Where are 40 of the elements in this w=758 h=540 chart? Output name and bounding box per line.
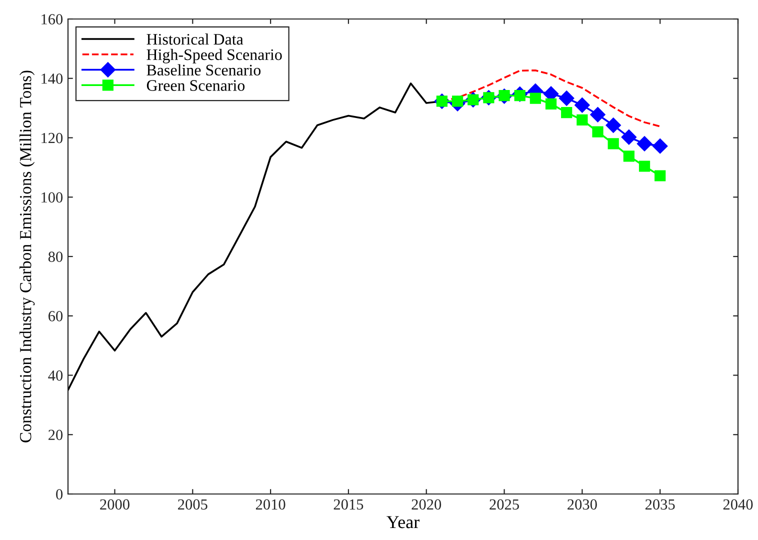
point xyxy=(623,150,634,162)
y-tick-label: 20 xyxy=(48,430,63,440)
point xyxy=(590,107,606,122)
point xyxy=(621,130,636,145)
point xyxy=(654,170,666,182)
point xyxy=(592,126,604,138)
legend-label: Green Scenario xyxy=(146,80,245,91)
legend-label: Historical Data xyxy=(146,33,244,45)
x-tick-label: 2020 xyxy=(412,499,442,510)
x-tick-label: 2000 xyxy=(100,499,130,510)
y-tick-label: 80 xyxy=(48,252,63,262)
x-tick-label: 2025 xyxy=(490,499,519,510)
point xyxy=(545,98,557,110)
y-tick-label: 40 xyxy=(48,370,63,381)
point xyxy=(638,160,650,172)
point xyxy=(652,138,668,154)
x-tick-label: 2035 xyxy=(645,499,675,510)
x-tick-label: 2040 xyxy=(723,499,753,510)
y-tick-label: 0 xyxy=(56,489,63,500)
y-tick-label: 60 xyxy=(48,311,63,322)
point xyxy=(576,114,588,126)
x-tick-label: 2015 xyxy=(334,499,364,510)
point xyxy=(636,136,652,152)
legend-label: Baseline Scenario xyxy=(146,64,261,76)
point xyxy=(608,138,619,150)
y-tick-label: 140 xyxy=(42,74,63,84)
legend-label: High-Speed Scenario xyxy=(146,48,282,64)
x-tick-label: 2010 xyxy=(256,499,286,510)
point xyxy=(606,118,621,133)
point xyxy=(574,98,590,113)
point xyxy=(530,92,541,104)
y-tick-label: 100 xyxy=(42,192,63,203)
x-tick-label: 2030 xyxy=(568,499,597,510)
y-tick-label: 120 xyxy=(42,132,63,144)
y-tick-label: 160 xyxy=(42,14,63,24)
x-tick-label: 2005 xyxy=(178,499,208,510)
y-axis-title: Construction Industry Carbon Emissions (Million Tons) xyxy=(20,70,35,442)
point xyxy=(559,90,574,106)
point xyxy=(561,106,572,118)
x-axis-title: Year xyxy=(386,516,420,528)
